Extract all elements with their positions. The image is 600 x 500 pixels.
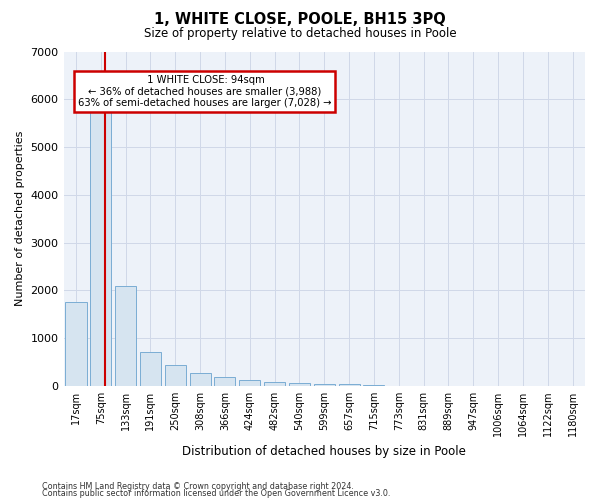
Y-axis label: Number of detached properties: Number of detached properties — [15, 131, 25, 306]
Bar — [364, 385, 385, 386]
Bar — [90, 82, 112, 386]
Bar — [115, 286, 136, 386]
Bar — [264, 382, 285, 386]
Text: 1, WHITE CLOSE, POOLE, BH15 3PQ: 1, WHITE CLOSE, POOLE, BH15 3PQ — [154, 12, 446, 28]
Bar — [289, 383, 310, 386]
Text: Contains public sector information licensed under the Open Government Licence v3: Contains public sector information licen… — [42, 490, 391, 498]
Text: Contains HM Land Registry data © Crown copyright and database right 2024.: Contains HM Land Registry data © Crown c… — [42, 482, 354, 491]
Bar — [338, 384, 359, 386]
Bar — [214, 377, 235, 386]
Bar — [314, 384, 335, 386]
Bar — [239, 380, 260, 386]
Bar — [165, 365, 186, 386]
X-axis label: Distribution of detached houses by size in Poole: Distribution of detached houses by size … — [182, 444, 466, 458]
Text: Size of property relative to detached houses in Poole: Size of property relative to detached ho… — [143, 28, 457, 40]
Bar — [140, 352, 161, 386]
Text: 1 WHITE CLOSE: 94sqm
← 36% of detached houses are smaller (3,988)
63% of semi-de: 1 WHITE CLOSE: 94sqm ← 36% of detached h… — [77, 75, 331, 108]
Bar — [65, 302, 86, 386]
Bar — [190, 373, 211, 386]
